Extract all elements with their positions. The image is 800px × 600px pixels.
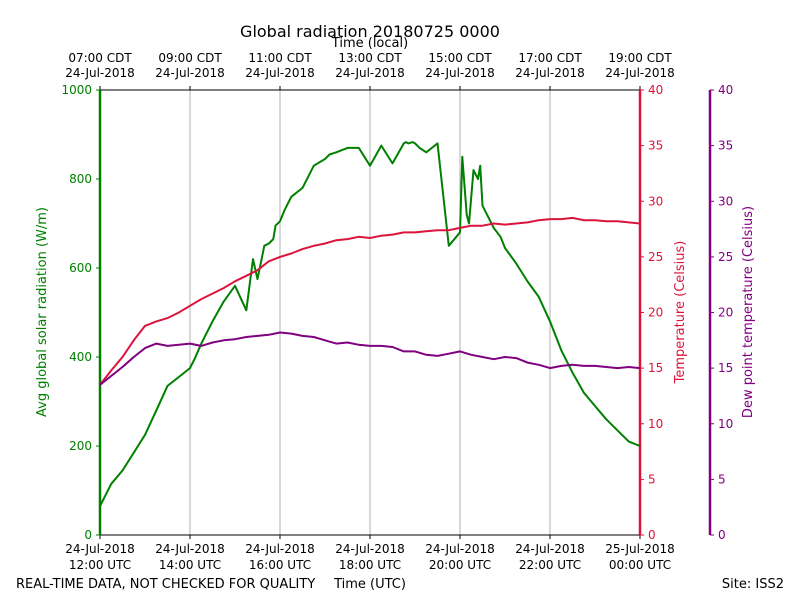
y-tick-label-right1: 40 (648, 83, 663, 97)
x-axis-label-top: Time (local) (331, 36, 408, 51)
x-tick-label-top-date: 24-Jul-2018 (605, 66, 675, 80)
x-tick-label-bottom-date: 24-Jul-2018 (335, 542, 405, 556)
y-tick-label-right1: 10 (648, 417, 663, 431)
x-tick-label-top-time: 15:00 CDT (428, 51, 492, 65)
series-line-radiation (99, 141, 641, 507)
y-tick-label-right2: 30 (718, 194, 733, 208)
y-tick-label-right2: 20 (718, 306, 733, 320)
x-tick-label-bottom-time: 20:00 UTC (429, 558, 491, 572)
y-tick-label-right2: 10 (718, 417, 733, 431)
x-tick-label-bottom-time: 14:00 UTC (159, 558, 221, 572)
y-tick-label-left: 200 (69, 439, 92, 453)
y-tick-label-right1: 35 (648, 139, 663, 153)
x-tick-label-top-date: 24-Jul-2018 (155, 66, 225, 80)
y-tick-label-left: 800 (69, 172, 92, 186)
y-tick-label-right1: 25 (648, 250, 663, 264)
x-tick-label-bottom-date: 25-Jul-2018 (605, 542, 675, 556)
x-tick-label-top-time: 11:00 CDT (248, 51, 312, 65)
y-tick-label-right1: 20 (648, 306, 663, 320)
x-tick-label-bottom-date: 24-Jul-2018 (155, 542, 225, 556)
x-tick-label-bottom-date: 24-Jul-2018 (425, 542, 495, 556)
y-tick-label-left: 600 (69, 261, 92, 275)
x-tick-label-bottom-date: 24-Jul-2018 (245, 542, 315, 556)
x-tick-label-top-date: 24-Jul-2018 (515, 66, 585, 80)
y-tick-label-left: 0 (84, 528, 92, 542)
y-tick-label-right1: 0 (648, 528, 656, 542)
x-tick-label-bottom-time: 16:00 UTC (249, 558, 311, 572)
x-tick-label-top-time: 13:00 CDT (338, 51, 402, 65)
y-tick-label-right1: 30 (648, 194, 663, 208)
x-tick-label-bottom-date: 24-Jul-2018 (515, 542, 585, 556)
y-axis-label-right1: Temperature (Celsius) (673, 241, 688, 385)
y-tick-label-right2: 5 (718, 472, 726, 486)
x-tick-label-top-date: 24-Jul-2018 (335, 66, 405, 80)
quality-disclaimer: REAL-TIME DATA, NOT CHECKED FOR QUALITY (16, 577, 315, 592)
x-tick-label-top-time: 17:00 CDT (518, 51, 582, 65)
x-tick-label-top-time: 09:00 CDT (158, 51, 222, 65)
y-tick-label-right2: 40 (718, 83, 733, 97)
y-tick-label-left: 400 (69, 350, 92, 364)
y-tick-label-right2: 0 (718, 528, 726, 542)
series-line-temperature (99, 216, 641, 386)
x-tick-label-top-time: 19:00 CDT (608, 51, 672, 65)
x-axis-label-bottom: Time (UTC) (333, 577, 406, 592)
y-tick-label-left: 1000 (61, 83, 92, 97)
y-tick-label-right2: 25 (718, 250, 733, 264)
y-tick-label-right2: 35 (718, 139, 733, 153)
x-tick-label-bottom-time: 00:00 UTC (609, 558, 671, 572)
y-tick-label-right2: 15 (718, 361, 733, 375)
x-tick-label-bottom-time: 18:00 UTC (339, 558, 401, 572)
series-line-dew-point (99, 331, 641, 386)
x-tick-label-bottom-time: 12:00 UTC (69, 558, 131, 572)
y-tick-label-right1: 15 (648, 361, 663, 375)
y-axis-label-left: Avg global solar radiation (W/m) (35, 207, 50, 417)
x-tick-label-top-date: 24-Jul-2018 (245, 66, 315, 80)
site-label: Site: ISS2 (722, 577, 784, 592)
x-tick-label-top-date: 24-Jul-2018 (425, 66, 495, 80)
x-tick-label-top-time: 07:00 CDT (68, 51, 132, 65)
x-tick-label-bottom-time: 22:00 UTC (519, 558, 581, 572)
chart-title: Global radiation 20180725 0000 (240, 22, 500, 41)
y-tick-label-right1: 5 (648, 472, 656, 486)
x-tick-label-top-date: 24-Jul-2018 (65, 66, 135, 80)
y-axis-label-right2: Dew point temperature (Celsius) (741, 206, 756, 418)
x-tick-label-bottom-date: 24-Jul-2018 (65, 542, 135, 556)
